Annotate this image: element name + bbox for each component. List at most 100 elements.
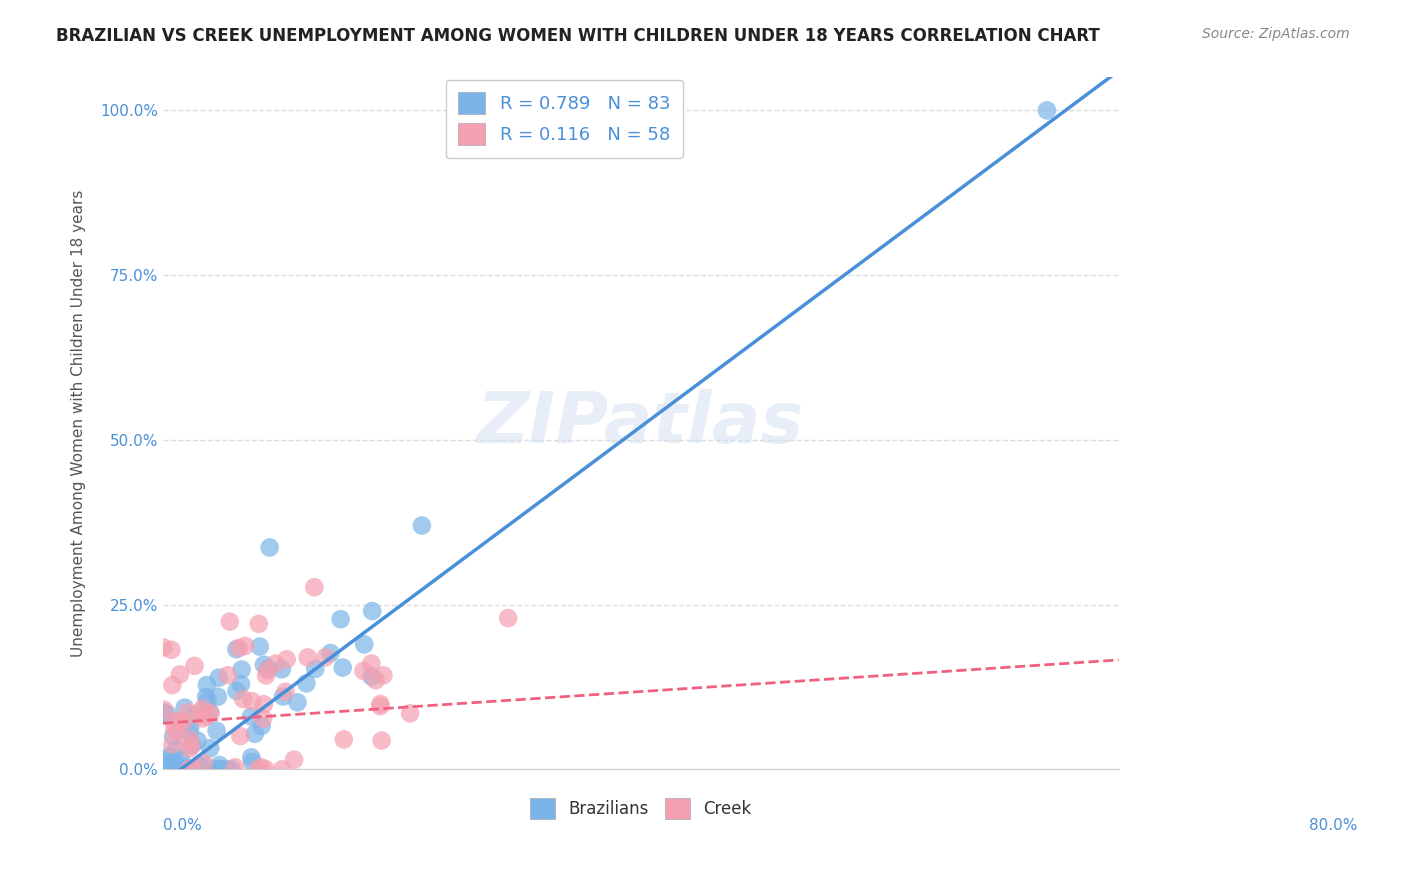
Point [254,668,277,682]
Point [160,642,183,657]
Point [173,714,195,728]
Point [200,741,222,756]
Point [180,738,202,752]
Point [353,664,375,678]
Text: 0.0%: 0.0% [163,818,201,833]
Point [187,733,209,747]
Point [297,650,319,665]
Point [250,719,273,733]
Point [295,676,318,690]
Point [195,709,218,723]
Point [173,700,195,714]
Point [152,762,174,776]
Point [229,729,252,743]
Point [207,762,229,776]
Point [221,762,243,776]
Point [162,714,184,729]
Point [240,694,263,708]
Point [159,762,181,776]
Point [304,580,326,594]
Point [240,709,263,723]
Point [333,732,356,747]
Point [332,660,354,674]
Point [179,741,201,756]
Point [271,690,294,704]
Point [257,662,280,676]
Point [181,761,204,775]
Point [163,759,186,773]
Text: Source: ZipAtlas.com: Source: ZipAtlas.com [1202,27,1350,41]
Point [173,762,195,776]
Point [1036,103,1059,118]
Point [179,721,201,735]
Point [198,705,221,719]
Point [264,657,287,671]
Point [155,762,177,776]
Point [218,615,240,629]
Point [399,706,422,721]
Point [208,758,231,772]
Point [179,732,201,747]
Point [156,707,179,722]
Point [181,738,204,752]
Point [162,738,184,752]
Point [165,762,187,776]
Point [247,616,270,631]
Point [360,657,382,671]
Point [243,727,266,741]
Point [496,611,519,625]
Point [353,637,375,651]
Point [179,762,201,776]
Point [183,658,205,673]
Point [163,723,186,737]
Point [160,762,183,776]
Point [232,692,254,706]
Point [209,762,232,776]
Point [159,762,181,776]
Point [190,705,212,719]
Point [256,664,278,678]
Point [360,670,382,684]
Point [153,702,176,716]
Point [229,677,252,691]
Point [174,762,197,776]
Point [195,678,218,692]
Point [160,762,183,776]
Point [173,762,195,776]
Point [274,685,297,699]
Text: BRAZILIAN VS CREEK UNEMPLOYMENT AMONG WOMEN WITH CHILDREN UNDER 18 YEARS CORRELA: BRAZILIAN VS CREEK UNEMPLOYMENT AMONG WO… [56,27,1099,45]
Point [205,723,228,738]
Point [191,701,214,715]
Point [233,639,256,653]
Point [249,640,271,654]
Point [373,668,395,682]
Point [247,762,270,776]
Point [166,723,188,738]
Point [225,684,247,698]
Point [179,726,201,740]
Point [165,762,187,776]
Point [370,733,392,747]
Point [253,698,276,712]
Point [169,667,191,681]
Point [169,714,191,729]
Point [207,762,229,776]
Point [165,762,187,776]
Point [155,762,177,776]
Point [224,760,246,774]
Point [162,678,184,692]
Point [176,762,198,776]
Point [170,762,193,776]
Point [193,756,215,771]
Point [252,712,274,726]
Point [186,708,208,723]
Point [271,762,294,776]
Point [195,690,218,704]
Point [240,750,263,764]
Point [276,652,298,666]
Point [283,753,305,767]
Point [259,541,281,555]
Point [231,663,253,677]
Point [270,662,292,676]
Point [180,762,202,776]
